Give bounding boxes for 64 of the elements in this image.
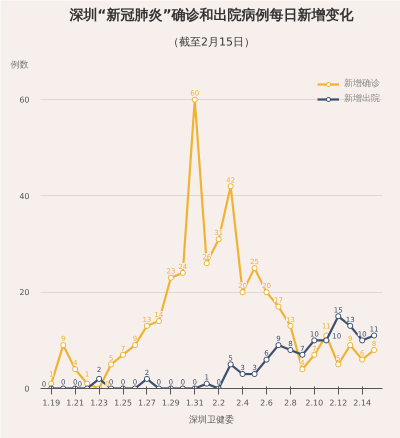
point bbox=[72, 366, 78, 372]
chart-title: 深圳“新冠肺炎”确诊和出院病例每日新增变化 bbox=[68, 6, 355, 24]
point bbox=[204, 380, 210, 387]
point bbox=[204, 260, 210, 266]
point bbox=[240, 289, 246, 296]
x-tick-label: 1.19 bbox=[42, 398, 60, 408]
x-tick-label: 1.29 bbox=[162, 398, 180, 408]
x-tick-label: 2.12 bbox=[329, 398, 348, 408]
point bbox=[240, 371, 246, 378]
point bbox=[347, 322, 354, 329]
point bbox=[168, 274, 174, 281]
point bbox=[96, 376, 102, 382]
point bbox=[228, 183, 234, 190]
point bbox=[335, 313, 342, 320]
x-tick-label: 1.23 bbox=[90, 398, 108, 408]
point bbox=[359, 356, 366, 363]
point bbox=[311, 352, 318, 358]
text: 深圳卫健委 bbox=[189, 414, 234, 426]
x-tick-label: 2.8 bbox=[284, 398, 297, 408]
point bbox=[216, 236, 222, 242]
point bbox=[60, 342, 66, 348]
x-tick-label: 2.10 bbox=[305, 398, 324, 408]
point bbox=[252, 371, 258, 378]
y-tick-label: 20 bbox=[19, 288, 30, 298]
point bbox=[287, 346, 294, 353]
legend-label: 新增确诊 bbox=[344, 78, 380, 90]
x-tick-label: 2.14 bbox=[353, 398, 372, 408]
x-tick-label: 2.6 bbox=[260, 398, 273, 408]
point bbox=[252, 265, 258, 272]
point bbox=[287, 322, 294, 329]
y-tick-label: 0 bbox=[24, 384, 30, 394]
chart-subtitle: （截至2月15日） bbox=[168, 36, 255, 48]
point bbox=[371, 346, 378, 353]
point bbox=[132, 342, 138, 348]
legend-label: 新增出院 bbox=[344, 92, 380, 105]
point bbox=[264, 356, 270, 363]
y-axis-title: 例数 bbox=[10, 60, 28, 70]
point bbox=[335, 361, 342, 368]
point bbox=[144, 376, 150, 382]
x-tick-label: 1.21 bbox=[66, 398, 84, 408]
x-tick-label: 2.2 bbox=[212, 398, 226, 408]
point bbox=[323, 337, 330, 344]
x-tick-label: 2.4 bbox=[236, 398, 249, 408]
point bbox=[192, 96, 198, 103]
point bbox=[347, 342, 354, 348]
point bbox=[359, 337, 366, 344]
point bbox=[299, 352, 306, 358]
point bbox=[120, 352, 126, 358]
point bbox=[156, 318, 162, 324]
point bbox=[144, 322, 150, 329]
point bbox=[228, 361, 234, 368]
point bbox=[108, 361, 114, 368]
point bbox=[299, 366, 306, 372]
x-tick-label: 1.27 bbox=[138, 398, 156, 408]
point bbox=[311, 337, 318, 344]
y-tick-label: 40 bbox=[19, 192, 30, 201]
point bbox=[371, 332, 378, 339]
point bbox=[275, 304, 282, 310]
point bbox=[275, 342, 282, 348]
x-tick-label: 1.25 bbox=[114, 398, 132, 408]
y-tick-label: 60 bbox=[19, 96, 30, 105]
point bbox=[264, 289, 270, 296]
x-tick-label: 1.31 bbox=[186, 398, 204, 408]
point bbox=[180, 270, 186, 276]
